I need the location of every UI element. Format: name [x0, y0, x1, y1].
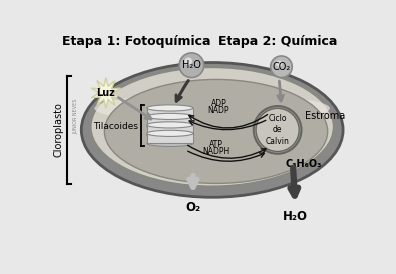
FancyBboxPatch shape — [147, 116, 193, 126]
Ellipse shape — [147, 122, 193, 128]
Ellipse shape — [94, 94, 330, 123]
Text: H₂O: H₂O — [283, 210, 308, 223]
FancyBboxPatch shape — [147, 108, 193, 118]
Ellipse shape — [147, 113, 193, 119]
Ellipse shape — [147, 132, 193, 138]
Text: NADP: NADP — [208, 106, 229, 115]
Text: Luz: Luz — [97, 88, 115, 98]
Text: CO₂: CO₂ — [272, 62, 291, 72]
Ellipse shape — [147, 115, 193, 121]
Text: Etapa 2: Química: Etapa 2: Química — [218, 35, 337, 48]
Text: Cloroplasto: Cloroplasto — [53, 102, 63, 157]
Text: O₂: O₂ — [185, 201, 200, 214]
Ellipse shape — [105, 79, 328, 183]
Text: Etapa 1: Fotoquímica: Etapa 1: Fotoquímica — [63, 35, 211, 48]
Text: Estroma: Estroma — [305, 111, 345, 121]
Text: Ciclo
de
Calvin: Ciclo de Calvin — [266, 114, 289, 145]
Circle shape — [271, 56, 292, 78]
Text: NADPH: NADPH — [202, 147, 230, 156]
Text: ADP: ADP — [211, 99, 226, 108]
Polygon shape — [91, 78, 120, 108]
Circle shape — [256, 108, 299, 152]
Ellipse shape — [91, 67, 334, 187]
Circle shape — [179, 53, 204, 78]
Circle shape — [254, 106, 301, 154]
FancyBboxPatch shape — [147, 125, 193, 135]
Text: H₂O: H₂O — [182, 60, 201, 70]
FancyBboxPatch shape — [147, 133, 193, 143]
Circle shape — [276, 61, 282, 67]
Text: Tilacoides: Tilacoides — [93, 122, 138, 130]
Text: C₃H₆O₃: C₃H₆O₃ — [286, 159, 322, 169]
Ellipse shape — [81, 62, 343, 197]
Ellipse shape — [147, 130, 193, 136]
Ellipse shape — [147, 123, 193, 130]
Text: JUNIOR NEVES: JUNIOR NEVES — [73, 99, 78, 135]
Ellipse shape — [147, 140, 193, 147]
Text: ATP: ATP — [209, 140, 223, 149]
Ellipse shape — [147, 105, 193, 111]
Circle shape — [185, 58, 192, 65]
